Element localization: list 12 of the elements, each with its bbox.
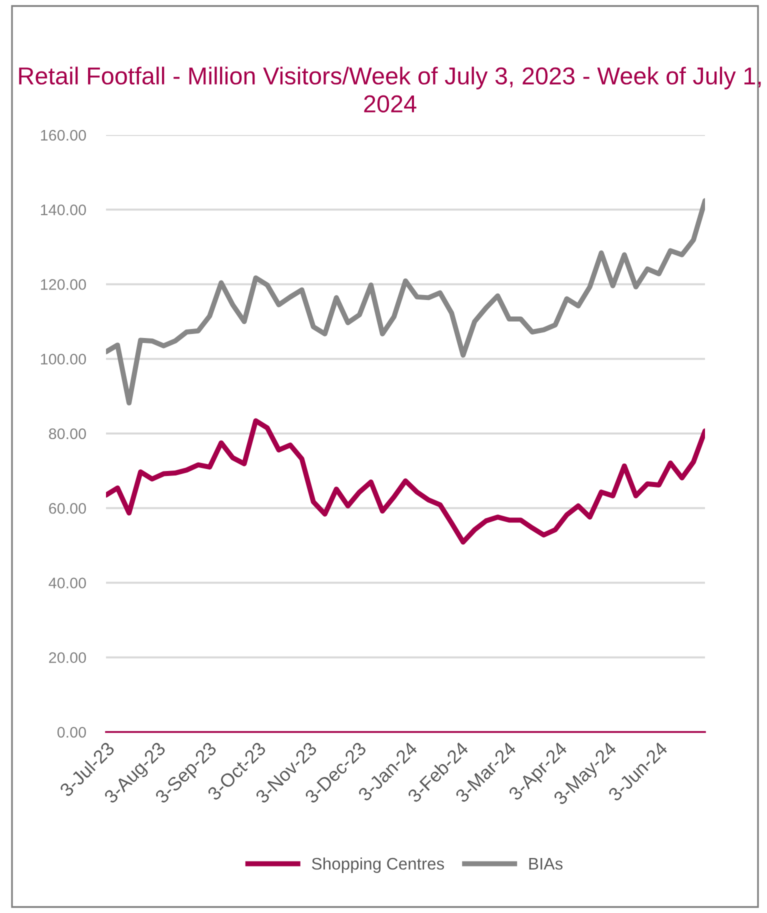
legend-label: BIAs: [529, 858, 563, 870]
y-tick-label: 120.00: [40, 279, 86, 290]
y-tick-label: 20.00: [49, 652, 86, 664]
y-tick-label: 80.00: [48, 428, 86, 440]
y-tick-label: 60.00: [49, 502, 86, 514]
y-tick-label: 140.00: [40, 204, 86, 216]
y-tick-label: 40.00: [48, 578, 86, 588]
legend-label: Shopping Centres: [312, 857, 444, 873]
y-tick-label: 160.00: [40, 130, 86, 141]
y-tick-label: 100.00: [40, 354, 86, 365]
y-tick-label: 0.00: [57, 726, 86, 738]
chart-title: Retail Footfall - Million Visitors/Week of July 3, 2023 - Week of July 1, 2024: [19, 66, 761, 112]
